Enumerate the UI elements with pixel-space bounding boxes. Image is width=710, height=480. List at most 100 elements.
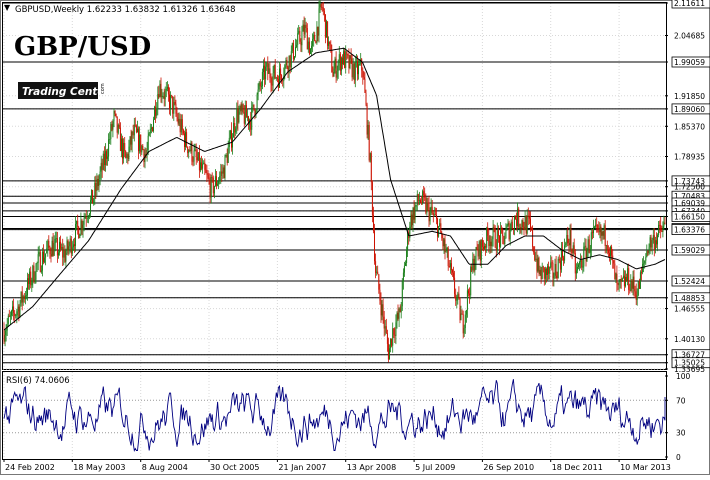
candle-body xyxy=(137,129,138,132)
candle-body xyxy=(331,50,332,72)
candle-body xyxy=(90,200,91,213)
candle-body xyxy=(563,258,564,261)
time-tick-label: 24 Feb 2002 xyxy=(5,463,55,472)
candle-body xyxy=(394,335,395,336)
candle-body xyxy=(613,260,614,263)
candle-body xyxy=(15,315,16,316)
candle-body xyxy=(593,228,594,234)
candle-body xyxy=(476,247,477,263)
candle-body xyxy=(259,83,260,90)
candle-body xyxy=(643,264,644,265)
candle-body xyxy=(344,51,345,68)
candle-body xyxy=(174,102,175,104)
candle-body xyxy=(549,267,550,274)
candle-body xyxy=(511,222,512,229)
candle-body xyxy=(421,202,422,203)
candle-body xyxy=(103,154,104,170)
candle-body xyxy=(180,119,181,132)
candle-body xyxy=(41,271,42,272)
candle-body xyxy=(456,298,457,301)
candle-body xyxy=(115,111,116,114)
candle-body xyxy=(32,266,33,281)
candle-body xyxy=(624,276,625,287)
candle-body xyxy=(116,114,117,117)
candle-body xyxy=(326,21,327,37)
candle-body xyxy=(588,239,589,250)
candle-body xyxy=(520,227,521,228)
candle-body xyxy=(414,208,415,220)
candle-body xyxy=(132,132,133,145)
candle-body xyxy=(23,296,24,302)
candle-body xyxy=(325,14,326,37)
candle-body xyxy=(553,278,554,279)
time-tick-label: 18 Dec 2011 xyxy=(552,463,603,472)
candle-body xyxy=(179,119,180,124)
candle-body xyxy=(297,33,298,45)
candle-body xyxy=(552,263,553,278)
candle-body xyxy=(310,49,311,54)
candle-body xyxy=(481,240,482,261)
candle-body xyxy=(369,125,370,161)
candle-body xyxy=(64,251,65,262)
candle-body xyxy=(9,316,10,317)
candle-body xyxy=(530,219,531,228)
candle-body xyxy=(221,172,222,174)
candle-body xyxy=(79,234,80,238)
candle-body xyxy=(133,132,134,136)
candle-body xyxy=(117,117,118,133)
candle-body xyxy=(294,56,295,59)
candle-body xyxy=(573,245,574,253)
candle-body xyxy=(571,229,572,251)
candle-body xyxy=(653,235,654,240)
candle-body xyxy=(230,131,231,139)
candle-body xyxy=(184,134,185,148)
candle-body xyxy=(22,292,23,303)
candle-body xyxy=(534,252,535,260)
candle-body xyxy=(384,317,385,329)
candle-body xyxy=(436,215,437,219)
candle-body xyxy=(198,152,199,160)
candle-body xyxy=(501,229,502,230)
candle-body xyxy=(351,55,352,58)
candle-body xyxy=(254,110,255,115)
candle-body xyxy=(48,241,49,247)
candle-body xyxy=(21,292,22,304)
candle-body xyxy=(630,281,631,291)
candle-body xyxy=(43,252,44,262)
candle-body xyxy=(219,176,220,181)
candle-body xyxy=(338,63,339,71)
candle-body xyxy=(589,239,590,253)
candle-body xyxy=(578,265,579,268)
candle-body xyxy=(139,135,140,152)
candle-body xyxy=(8,316,9,324)
candle-body xyxy=(319,8,320,35)
candle-body xyxy=(327,21,328,45)
candle-body xyxy=(339,54,340,63)
candle-body xyxy=(236,108,237,129)
candle-body xyxy=(379,290,380,301)
candle-body xyxy=(275,65,276,78)
candle-body xyxy=(434,214,435,215)
candle-body xyxy=(98,179,99,186)
time-tick-label: 21 Jan 2007 xyxy=(278,463,326,472)
candle-body xyxy=(641,272,642,273)
candle-body xyxy=(420,200,421,202)
rsi-tick-label: 30 xyxy=(676,429,686,438)
candle-body xyxy=(13,307,14,313)
candle-body xyxy=(217,184,218,186)
candle-body xyxy=(305,25,306,35)
candle-body xyxy=(38,254,39,263)
candle-body xyxy=(642,264,643,272)
candle-body xyxy=(161,84,162,97)
candle-body xyxy=(495,229,496,248)
candle-body xyxy=(68,241,69,251)
candle-body xyxy=(461,314,462,321)
candle-body xyxy=(89,214,90,217)
candle-body xyxy=(572,250,573,253)
candle-body xyxy=(16,311,17,315)
candle-body xyxy=(67,241,68,254)
candle-body xyxy=(371,153,372,182)
price-tick-label: 1.48853 xyxy=(674,294,705,303)
candle-body xyxy=(72,247,73,253)
